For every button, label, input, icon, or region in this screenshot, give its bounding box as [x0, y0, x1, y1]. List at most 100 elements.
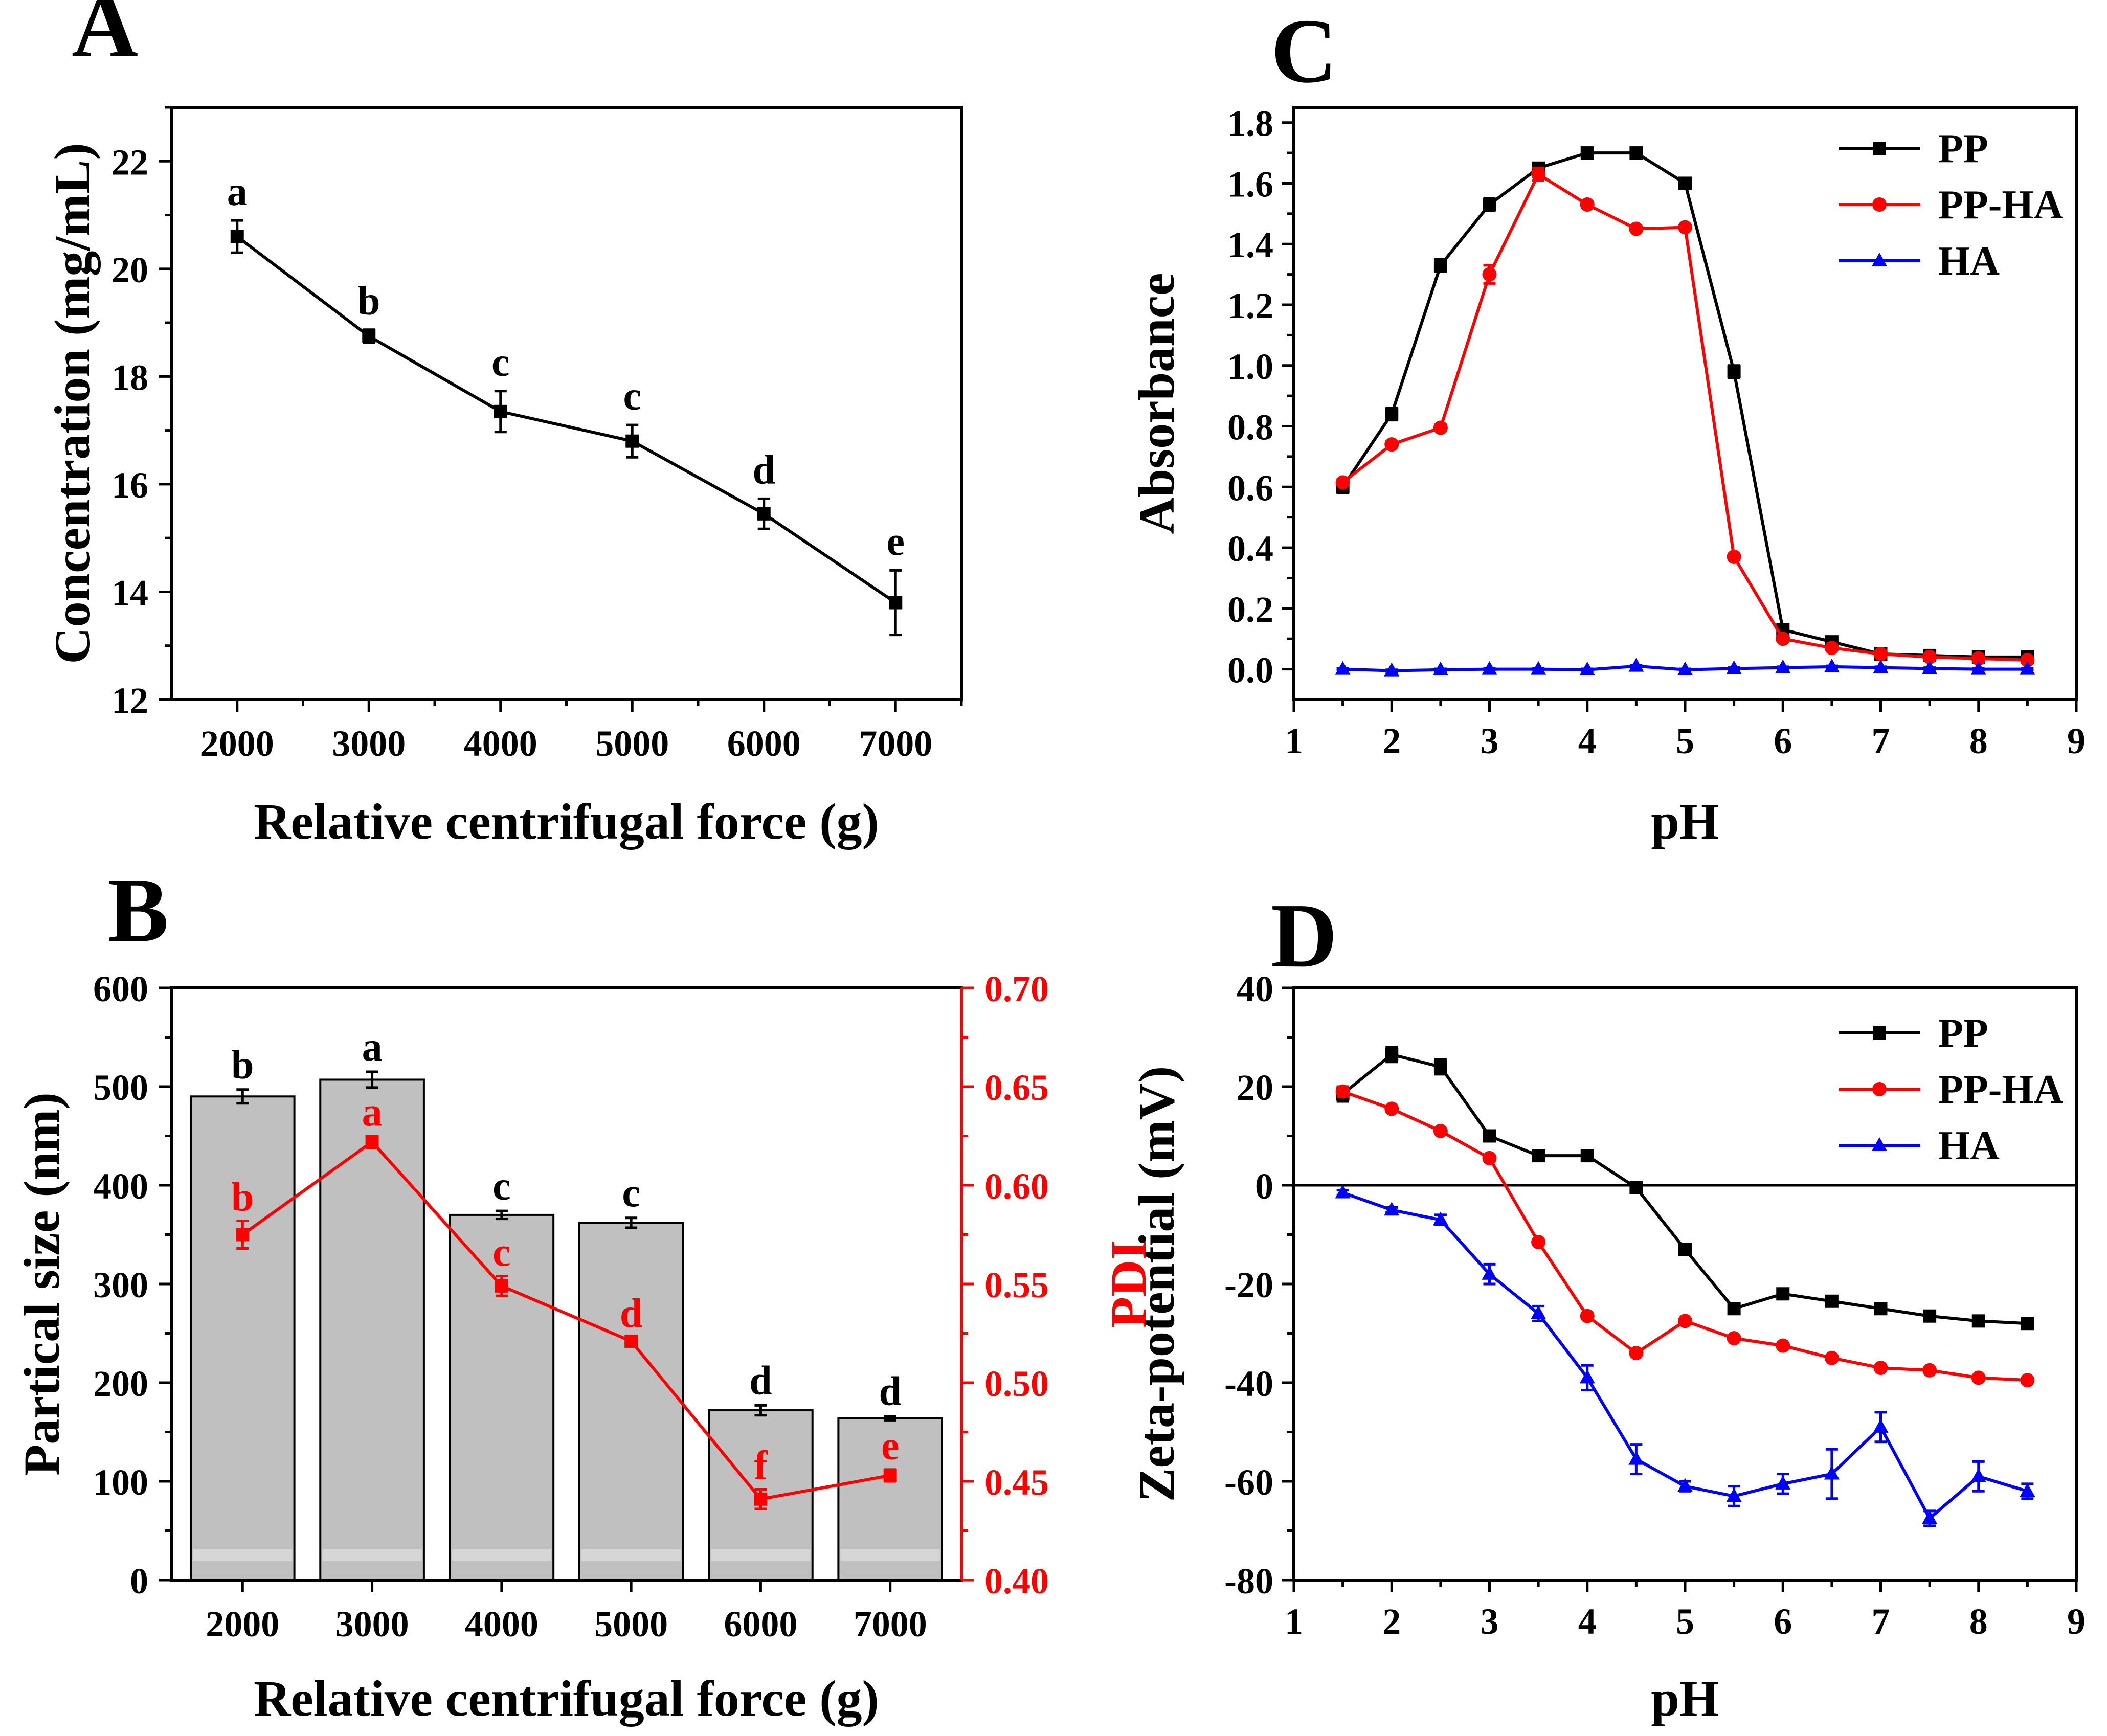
x-tick-label: 7 — [1872, 1601, 1890, 1642]
data-point-ha — [1531, 661, 1546, 675]
bar-error-bar — [495, 1209, 508, 1221]
bar-significance-letter: c — [492, 1164, 511, 1209]
pdi-significance-letter: a — [362, 1090, 383, 1135]
data-point-ha — [1775, 659, 1791, 673]
data-point-pp — [1923, 1309, 1937, 1323]
bar-shading — [711, 1549, 811, 1561]
data-point-pp-ha — [2020, 1373, 2035, 1388]
data-point-pp — [1532, 1149, 1545, 1163]
data-point-pp-ha — [1922, 649, 1937, 664]
data-point-pp-ha — [1384, 1101, 1399, 1116]
y-tick-label: 0.4 — [1227, 528, 1273, 569]
x-tick-label: 9 — [2067, 1601, 2086, 1642]
data-point-pp-ha — [1629, 221, 1644, 236]
y-tick-label: 1.2 — [1227, 285, 1273, 326]
data-point-pp-ha — [1971, 651, 1986, 666]
data-point-pp-ha — [1335, 1084, 1350, 1099]
data-point-pp — [1678, 176, 1692, 190]
bar-error-bar — [366, 1070, 378, 1089]
legend-marker-ha — [1872, 253, 1887, 266]
data-point-ha — [1531, 1305, 1546, 1319]
series-line-ha — [1342, 1191, 2028, 1521]
y-tick-label: 1.8 — [1227, 103, 1273, 144]
data-point — [494, 404, 507, 418]
data-point-pp-ha — [1727, 549, 1741, 564]
y-tick-label: 0 — [130, 1561, 148, 1602]
data-point-pp-ha — [1580, 1309, 1595, 1323]
data-point-ha — [1432, 661, 1448, 675]
y-tick-label: 14 — [111, 572, 148, 613]
data-point-pp-ha — [1580, 197, 1595, 212]
significance-letter: d — [753, 447, 776, 492]
data-point-pp — [1580, 146, 1594, 160]
series-line-pp-ha — [1341, 172, 2028, 662]
data-point-pp-ha — [1433, 1123, 1448, 1138]
bar — [319, 1078, 425, 1581]
bar-shading — [322, 1549, 422, 1561]
y-tick-label: -60 — [1224, 1462, 1273, 1503]
data-point-ha — [1922, 660, 1938, 674]
data-point-pp-ha — [1531, 167, 1546, 182]
x-tick-label: 3 — [1481, 1601, 1499, 1642]
x-tick-label: 8 — [1969, 720, 1988, 761]
y-right-tick-label: 0.40 — [984, 1561, 1049, 1602]
bar-shading — [452, 1549, 552, 1561]
data-point — [889, 596, 903, 610]
data-point-ha — [1384, 1202, 1400, 1216]
data-point-pp — [1433, 1060, 1447, 1074]
data-point-pp-ha — [1531, 1234, 1546, 1249]
bar-shading — [840, 1549, 940, 1561]
pdi-point — [495, 1279, 508, 1293]
data-point-ha — [1628, 1451, 1644, 1465]
x-tick-label: 8 — [1969, 1601, 1988, 1642]
data-point-pp — [1629, 146, 1643, 160]
data-point-ha — [2020, 1483, 2035, 1497]
pdi-significance-letter: b — [231, 1175, 254, 1220]
x-tick-label: 4000 — [464, 723, 537, 764]
y-tick-label: 20 — [1237, 1067, 1273, 1108]
x-tick-label: 3000 — [332, 723, 406, 764]
y-tick-label: 400 — [93, 1166, 148, 1207]
panel-letter-d: D — [1271, 885, 1337, 986]
data-point-ha — [1824, 658, 1840, 672]
data-point-ha — [1579, 1369, 1595, 1384]
x-tick-label: 6 — [1774, 720, 1792, 761]
data-point-pp-ha — [1482, 1151, 1497, 1165]
y-tick-label: 1.0 — [1227, 346, 1273, 387]
x-tick-label: 4 — [1578, 720, 1597, 761]
data-point-pp-ha — [1678, 220, 1692, 235]
y-axis-label: Concentration (mg/mL) — [44, 143, 101, 664]
data-point-ha — [1579, 661, 1595, 675]
y-tick-label: -80 — [1224, 1561, 1273, 1602]
bar-shading — [581, 1549, 681, 1561]
data-point-pp-ha — [1335, 475, 1350, 490]
x-tick-label: 2 — [1382, 1601, 1401, 1642]
y-tick-label: 0.2 — [1227, 589, 1273, 630]
y-tick-label: 12 — [111, 680, 148, 721]
data-point-ha — [1873, 1418, 1889, 1433]
data-point-pp-ha — [1824, 641, 1839, 656]
legend-label-pp-ha: PP-HA — [1938, 1067, 2064, 1112]
y-tick-label: 16 — [111, 465, 148, 506]
x-tick-label: 3000 — [335, 1604, 409, 1644]
data-point-pp-ha — [1873, 646, 1888, 661]
pdi-point — [754, 1492, 768, 1506]
x-tick-label: 1 — [1285, 1601, 1303, 1642]
data-point-ha — [1970, 1468, 1986, 1482]
data-point-pp-ha — [2020, 652, 2035, 667]
x-tick-label: 9 — [2067, 720, 2086, 761]
data-point-pp-ha — [1776, 1338, 1790, 1353]
data-point-pp-ha — [1922, 1363, 1937, 1378]
data-point — [230, 230, 244, 243]
x-tick-label: 2000 — [200, 723, 274, 764]
legend-marker-pp — [1873, 1026, 1886, 1040]
data-point — [757, 507, 771, 521]
significance-letter: a — [227, 169, 248, 214]
y-tick-label: 1.4 — [1227, 224, 1273, 265]
y-axis-label: Absorbance — [1128, 273, 1185, 534]
legend-marker-pp-ha — [1872, 1082, 1887, 1096]
x-tick-label: 4 — [1578, 1601, 1597, 1642]
panel-letter-b: B — [107, 859, 169, 961]
